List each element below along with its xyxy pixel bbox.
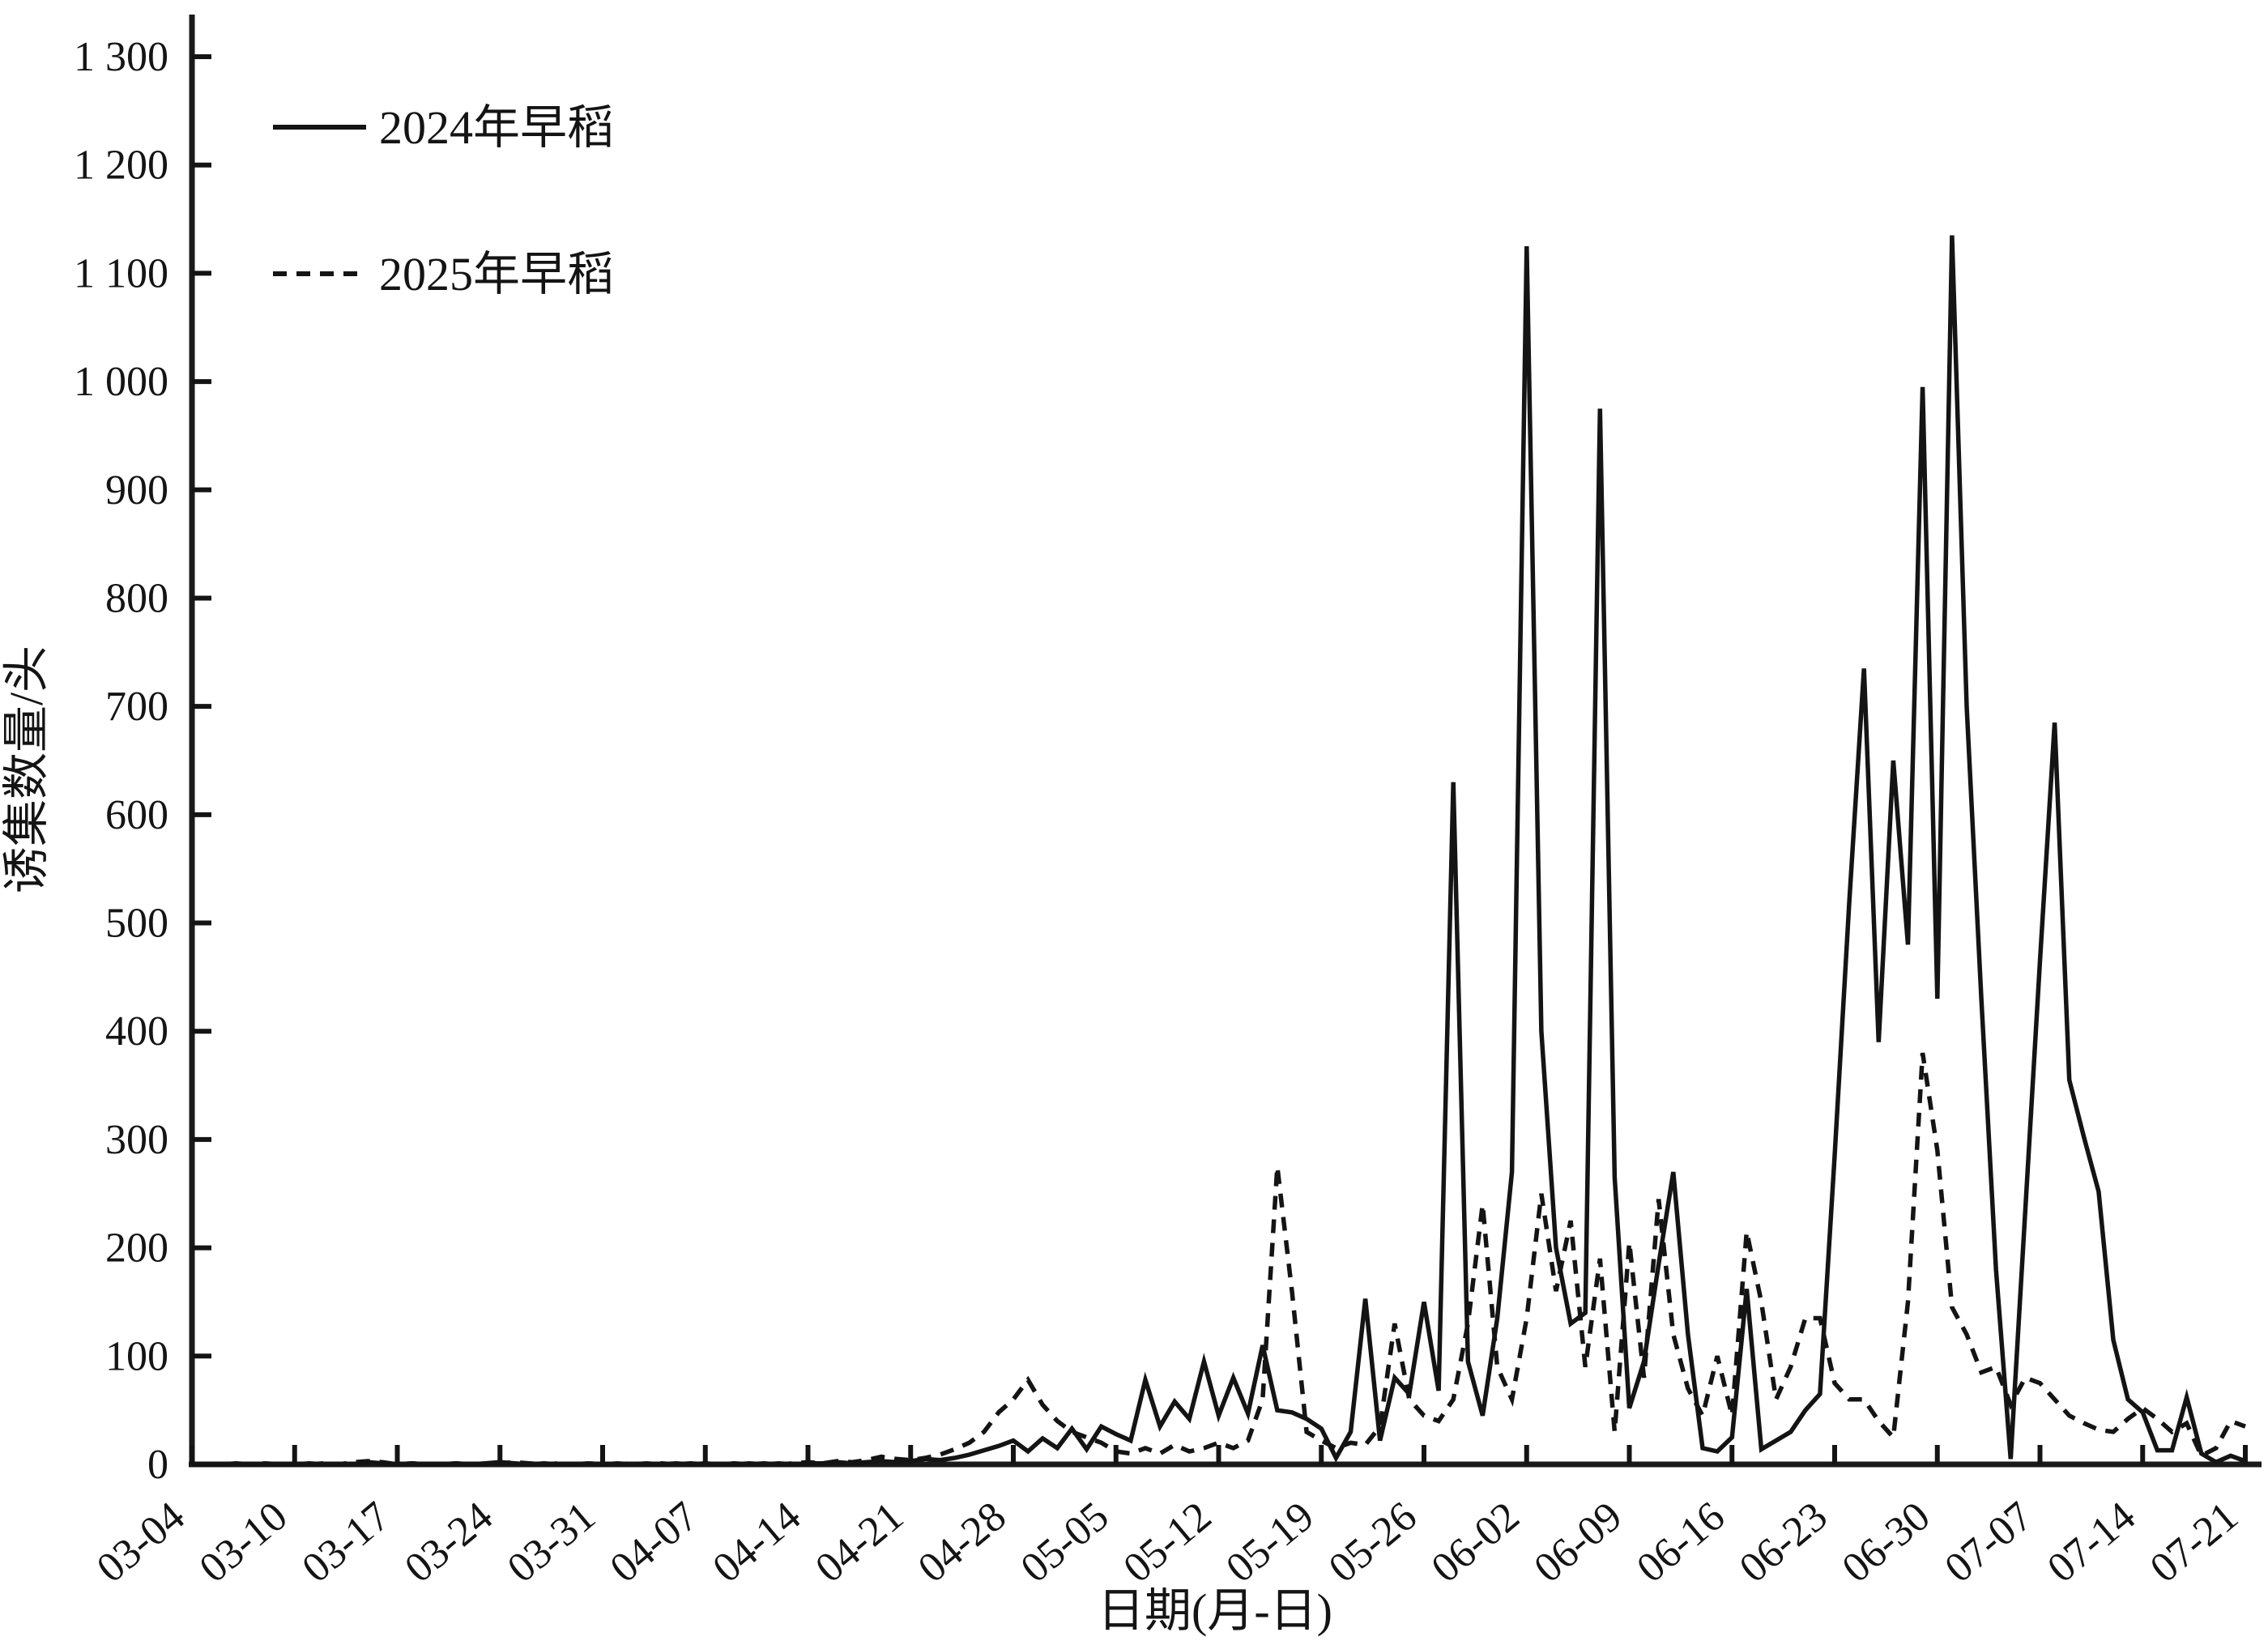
x-tick-label: 06-16 bbox=[1628, 1494, 1733, 1592]
x-tick-label: 05-26 bbox=[1320, 1494, 1426, 1592]
x-tick-label: 06-09 bbox=[1526, 1494, 1631, 1592]
x-tick-label: 04-07 bbox=[602, 1494, 707, 1592]
y-tick-label: 400 bbox=[105, 1008, 168, 1055]
x-tick-label: 04-14 bbox=[705, 1494, 810, 1592]
y-tick-label: 1 200 bbox=[74, 143, 168, 189]
legend: 2024年早稻 2025年早稻 bbox=[273, 101, 614, 300]
y-tick-label: 900 bbox=[105, 467, 168, 514]
y-tick-label: 500 bbox=[105, 901, 168, 947]
x-tick-label: 07-07 bbox=[1937, 1494, 2042, 1592]
y-tick-label: 600 bbox=[105, 792, 168, 838]
x-tick-label: 03-17 bbox=[294, 1494, 399, 1592]
x-tick-label: 03-24 bbox=[396, 1494, 501, 1592]
x-tick-label: 05-05 bbox=[1013, 1494, 1118, 1592]
x-tick-label: 06-02 bbox=[1423, 1494, 1528, 1592]
x-tick-label: 07-21 bbox=[2142, 1494, 2247, 1592]
x-tick-label: 03-10 bbox=[191, 1494, 296, 1592]
x-tick-label: 05-19 bbox=[1217, 1494, 1323, 1592]
y-tick-label: 0 bbox=[147, 1442, 168, 1488]
y-tick-label: 1 000 bbox=[74, 359, 168, 405]
series-lines bbox=[192, 235, 2246, 1467]
x-tick-label: 03-04 bbox=[88, 1494, 194, 1592]
y-tick-label: 200 bbox=[105, 1225, 168, 1272]
x-tick-label: 06-23 bbox=[1731, 1494, 1836, 1592]
x-tick-label: 05-12 bbox=[1115, 1494, 1221, 1592]
x-tick-label: 03-31 bbox=[499, 1494, 604, 1592]
x-tick-label: 04-21 bbox=[807, 1494, 912, 1592]
y-tick-label: 1 300 bbox=[74, 34, 168, 80]
y-tick-label: 800 bbox=[105, 575, 168, 621]
legend-label-2025: 2025年早稻 bbox=[379, 248, 614, 300]
y-tick-label: 700 bbox=[105, 684, 168, 730]
x-tick-label: 07-14 bbox=[2039, 1494, 2144, 1592]
y-axis-ticks: 0 100 200 300 400 500 600 700 800 900 1 000 1 100 1 … bbox=[74, 34, 211, 1488]
y-tick-label: 100 bbox=[105, 1333, 168, 1379]
x-tick-label: 04-28 bbox=[910, 1494, 1015, 1592]
y-tick-label: 1 100 bbox=[74, 250, 168, 296]
x-tick-label: 06-30 bbox=[1834, 1494, 1939, 1592]
x-axis-title: 日期(月-日) bbox=[1098, 1584, 1332, 1637]
y-axis-title: 诱集数量/头 bbox=[0, 646, 53, 893]
legend-label-2024: 2024年早稻 bbox=[379, 101, 614, 154]
series-2024-line bbox=[192, 235, 2246, 1467]
series-2025-line bbox=[192, 1052, 2246, 1467]
y-tick-label: 300 bbox=[105, 1117, 168, 1163]
